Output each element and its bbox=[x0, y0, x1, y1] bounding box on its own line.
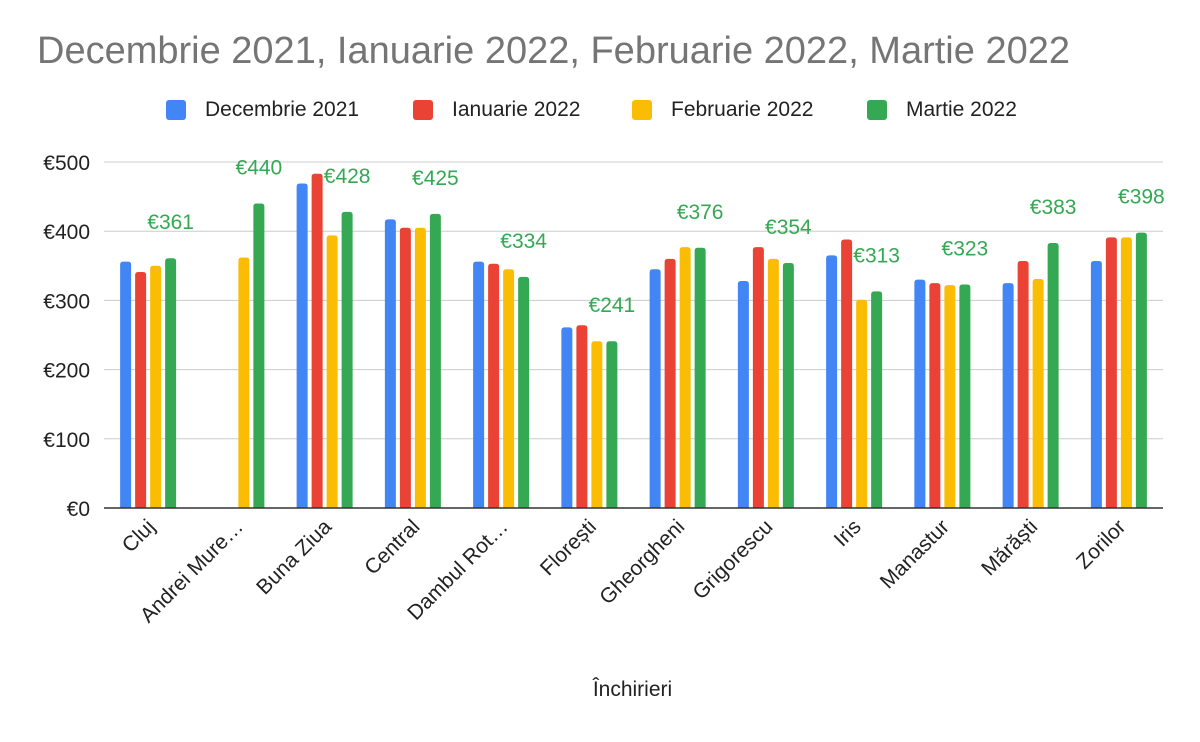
bar bbox=[399, 227, 411, 509]
data-label: €241 bbox=[589, 294, 636, 317]
x-tick-label: Grigorescu bbox=[689, 515, 778, 604]
bar bbox=[841, 239, 853, 508]
bar bbox=[488, 263, 500, 508]
bar bbox=[959, 284, 971, 508]
bar bbox=[296, 183, 308, 508]
y-tick-label: €100 bbox=[43, 429, 90, 452]
legend-item: Decembrie 2021 bbox=[166, 98, 359, 122]
bar bbox=[341, 211, 353, 508]
bar bbox=[914, 279, 926, 508]
legend-swatch bbox=[867, 100, 887, 120]
x-tick-label: Buna Ziua bbox=[252, 515, 336, 599]
bar bbox=[561, 327, 573, 508]
bar bbox=[649, 269, 661, 508]
legend-swatch bbox=[166, 100, 186, 120]
bar bbox=[782, 263, 794, 508]
bar bbox=[694, 247, 706, 509]
data-label: €323 bbox=[942, 237, 989, 260]
bar bbox=[473, 261, 485, 508]
bar bbox=[767, 258, 779, 508]
x-tick-label: Florești bbox=[536, 515, 601, 580]
bar bbox=[944, 285, 956, 508]
data-label: €361 bbox=[147, 211, 194, 234]
x-tick-label: Gheorgheni bbox=[595, 515, 689, 609]
bar bbox=[135, 272, 147, 508]
chart-title: Decembrie 2021, Ianuarie 2022, Februarie… bbox=[37, 30, 1070, 72]
legend-label: Decembrie 2021 bbox=[205, 98, 360, 121]
y-tick-label: €500 bbox=[43, 152, 90, 175]
legend-item: Februarie 2022 bbox=[632, 98, 813, 122]
data-label: €425 bbox=[412, 167, 459, 190]
y-tick-label: €400 bbox=[43, 221, 90, 244]
bar bbox=[856, 299, 868, 508]
legend-swatch bbox=[632, 100, 652, 120]
bar bbox=[1135, 232, 1147, 509]
bar bbox=[871, 291, 883, 508]
x-axis-label: Închirieri bbox=[592, 678, 673, 701]
bar bbox=[826, 255, 838, 508]
bar bbox=[311, 173, 323, 508]
bar bbox=[1002, 283, 1014, 508]
x-tick-label: Zorilor bbox=[1072, 515, 1130, 573]
bar bbox=[752, 247, 764, 508]
data-label: €376 bbox=[677, 201, 724, 224]
bar bbox=[165, 258, 177, 508]
bar bbox=[414, 227, 426, 509]
bar bbox=[326, 235, 338, 509]
bar bbox=[253, 203, 265, 508]
data-label: €383 bbox=[1030, 196, 1077, 219]
bar bbox=[503, 269, 515, 508]
data-label: €440 bbox=[236, 157, 283, 180]
bar bbox=[1090, 260, 1102, 508]
y-tick-label: €300 bbox=[43, 290, 90, 313]
bar bbox=[929, 283, 941, 508]
x-tick-label: Central bbox=[360, 515, 424, 579]
bar bbox=[1017, 260, 1029, 508]
bar bbox=[664, 258, 676, 508]
bar bbox=[606, 341, 618, 508]
bar bbox=[1105, 237, 1117, 509]
data-label: €428 bbox=[324, 165, 371, 188]
bar bbox=[737, 281, 749, 508]
legend-swatch bbox=[413, 100, 433, 120]
bar bbox=[150, 265, 162, 508]
y-tick-label: €0 bbox=[67, 498, 90, 521]
bar bbox=[518, 276, 530, 508]
legend-item: Martie 2022 bbox=[867, 98, 1017, 122]
bar bbox=[591, 341, 603, 508]
data-label: €354 bbox=[765, 216, 812, 239]
bar bbox=[1032, 278, 1044, 508]
y-tick-label: €200 bbox=[43, 360, 90, 383]
bar bbox=[384, 219, 396, 508]
bar bbox=[238, 257, 250, 508]
legend-label: Februarie 2022 bbox=[671, 98, 814, 121]
legend-item: Ianuarie 2022 bbox=[413, 98, 580, 122]
x-tick-label: Cluj bbox=[118, 515, 160, 557]
legend-label: Martie 2022 bbox=[906, 98, 1017, 121]
x-tick-label: Iris bbox=[830, 515, 866, 551]
x-tick-label: Mărăști bbox=[977, 515, 1042, 580]
bar bbox=[576, 325, 588, 508]
bar bbox=[429, 213, 441, 508]
bar bbox=[1047, 242, 1059, 509]
bar bbox=[120, 261, 132, 508]
bar bbox=[1120, 237, 1132, 509]
legend-label: Ianuarie 2022 bbox=[452, 98, 581, 121]
bar bbox=[679, 247, 691, 508]
legend: Decembrie 2021 Ianuarie 2022 Februarie 202… bbox=[0, 98, 1200, 128]
data-label: €334 bbox=[500, 230, 547, 253]
data-label: €398 bbox=[1118, 186, 1165, 209]
data-label: €313 bbox=[853, 244, 900, 267]
x-tick-label: Manastur bbox=[876, 515, 954, 593]
